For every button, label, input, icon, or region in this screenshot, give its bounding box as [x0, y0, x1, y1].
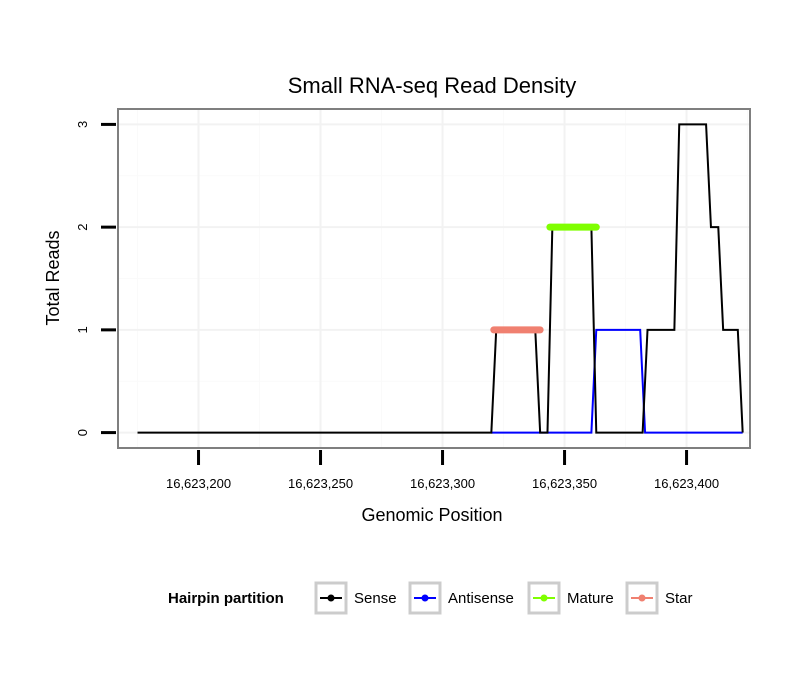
y-tick-label: 2 — [75, 224, 90, 231]
x-axis: 16,623,200 16,623,250 16,623,300 16,623,350… — [166, 450, 719, 491]
legend-label-star: Star — [665, 590, 693, 607]
legend-key-antisense-marker — [421, 594, 429, 602]
legend-label-antisense: Antisense — [448, 590, 514, 607]
x-tick-label: 16,623,300 — [410, 476, 475, 491]
y-axis: 0 1 2 3 — [75, 121, 116, 436]
legend-title: Hairpin partition — [168, 590, 284, 607]
legend-label-sense: Sense — [354, 590, 397, 607]
y-tick-label: 3 — [75, 121, 90, 128]
y-axis-label: Total Reads — [43, 230, 63, 325]
legend-key-star-marker — [638, 594, 646, 602]
plot-border — [117, 108, 751, 449]
chart-title: Small RNA-seq Read Density — [288, 73, 577, 98]
y-tick-label: 1 — [75, 326, 90, 333]
x-axis-label: Genomic Position — [361, 505, 502, 525]
series-layer — [137, 123, 744, 434]
legend: Hairpin partition Sense Antisense Mature St… — [168, 581, 693, 615]
legend-key-mature-marker — [540, 594, 548, 602]
x-tick-label: 16,623,350 — [532, 476, 597, 491]
x-tick-label: 16,623,250 — [288, 476, 353, 491]
x-tick-label: 16,623,200 — [166, 476, 231, 491]
legend-label-mature: Mature — [567, 590, 614, 607]
x-tick-label: 16,623,400 — [654, 476, 719, 491]
y-tick-label: 0 — [75, 429, 90, 436]
legend-items: Sense Antisense Mature Star — [314, 581, 693, 615]
legend-key-sense-marker — [327, 594, 335, 602]
series-antisense-line — [491, 328, 743, 434]
